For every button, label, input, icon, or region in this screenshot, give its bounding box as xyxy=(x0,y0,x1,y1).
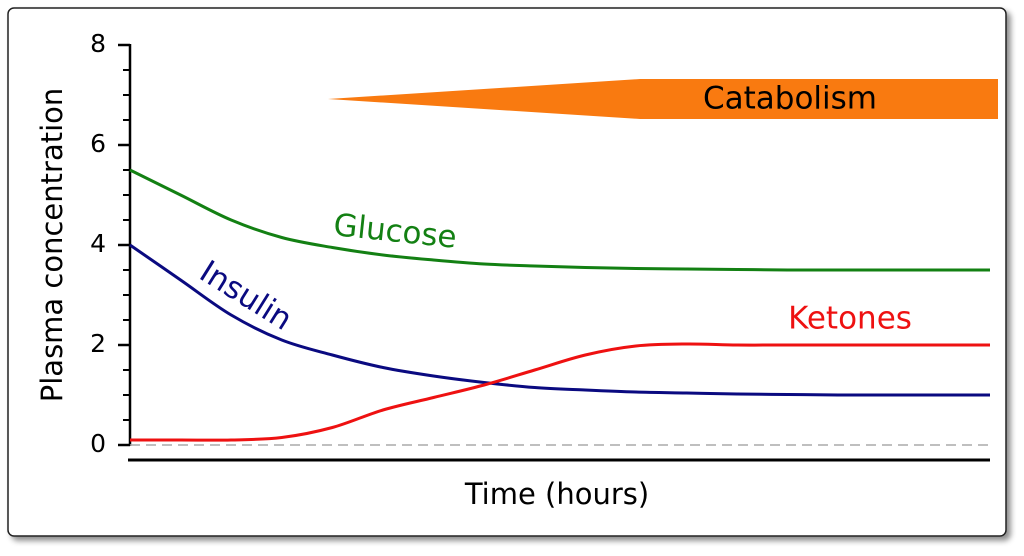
series-line xyxy=(129,168,990,272)
series-label: Ketones xyxy=(788,301,912,337)
y-tick-label: 4 xyxy=(90,229,106,258)
frame xyxy=(7,7,1007,537)
y-axis-label: Plasma concentration xyxy=(35,88,69,403)
y-tick-label: 0 xyxy=(90,429,106,458)
catabolism-wedge xyxy=(328,79,998,119)
annotation: Catabolism xyxy=(703,81,877,117)
series-line xyxy=(130,342,990,442)
y-tick-label: 8 xyxy=(90,29,106,58)
y-tick-label: 2 xyxy=(90,329,106,358)
x-axis-label: Time (hours) xyxy=(464,477,649,511)
series-line xyxy=(129,243,990,397)
y-tick-label: 6 xyxy=(90,129,106,158)
